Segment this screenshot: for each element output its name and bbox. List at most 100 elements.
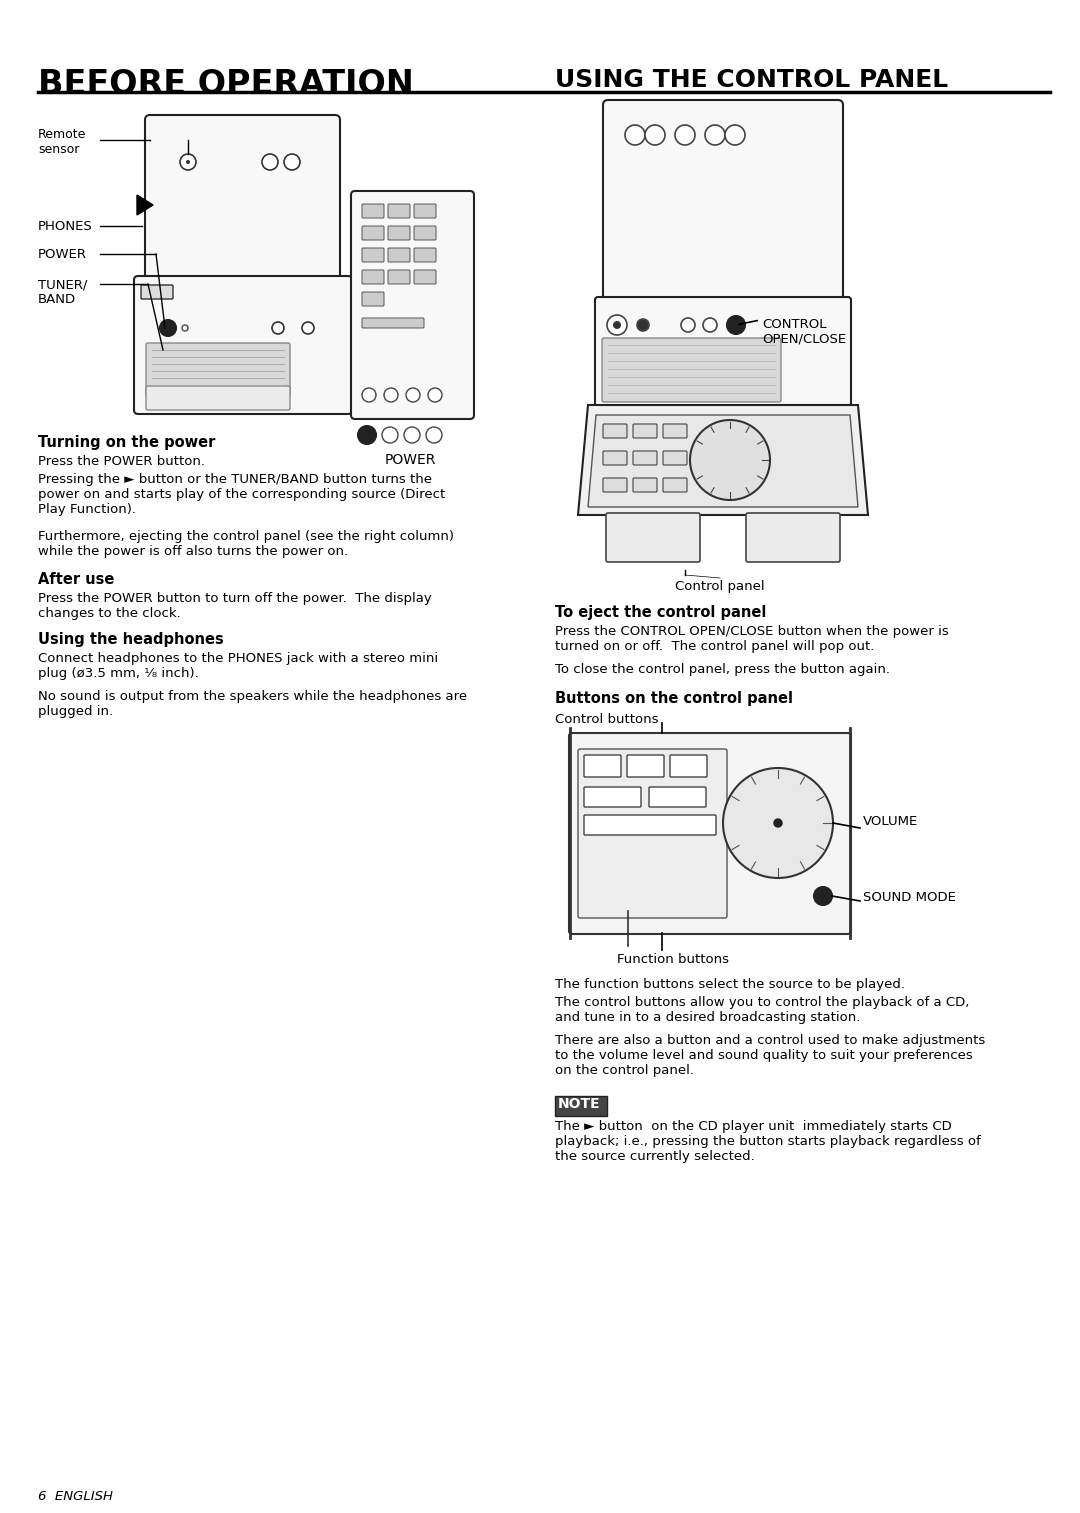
FancyBboxPatch shape xyxy=(134,275,352,415)
FancyBboxPatch shape xyxy=(670,755,707,778)
Circle shape xyxy=(428,387,442,402)
Polygon shape xyxy=(137,195,153,215)
FancyBboxPatch shape xyxy=(388,204,410,218)
FancyBboxPatch shape xyxy=(663,478,687,492)
Text: To eject the control panel: To eject the control panel xyxy=(555,605,767,620)
FancyBboxPatch shape xyxy=(606,513,700,561)
FancyBboxPatch shape xyxy=(362,248,384,262)
FancyBboxPatch shape xyxy=(388,269,410,284)
Text: The function buttons select the source to be played.: The function buttons select the source t… xyxy=(555,977,905,991)
FancyBboxPatch shape xyxy=(146,343,291,396)
Text: Turning on the power: Turning on the power xyxy=(38,436,215,449)
Circle shape xyxy=(675,126,696,145)
FancyBboxPatch shape xyxy=(569,732,851,934)
Circle shape xyxy=(362,387,376,402)
Text: VOLUME: VOLUME xyxy=(863,816,918,828)
FancyBboxPatch shape xyxy=(649,787,706,806)
Text: POWER: POWER xyxy=(38,248,87,262)
FancyBboxPatch shape xyxy=(362,225,384,241)
Circle shape xyxy=(613,321,621,328)
Circle shape xyxy=(625,126,645,145)
FancyBboxPatch shape xyxy=(578,749,727,918)
Text: CONTROL
OPEN/CLOSE: CONTROL OPEN/CLOSE xyxy=(762,318,846,346)
Circle shape xyxy=(404,427,420,443)
Circle shape xyxy=(160,321,176,336)
FancyBboxPatch shape xyxy=(414,248,436,262)
FancyBboxPatch shape xyxy=(746,513,840,561)
FancyBboxPatch shape xyxy=(627,755,664,778)
Circle shape xyxy=(690,421,770,499)
Circle shape xyxy=(180,154,195,169)
Circle shape xyxy=(186,160,190,163)
FancyBboxPatch shape xyxy=(362,318,424,328)
Text: Press the POWER button.: Press the POWER button. xyxy=(38,455,205,468)
Bar xyxy=(555,1095,607,1117)
Text: The ► button  on the CD player unit  immediately starts CD
playback; i.e., press: The ► button on the CD player unit immed… xyxy=(555,1120,981,1163)
Text: Press the CONTROL OPEN/CLOSE button when the power is
turned on or off.  The con: Press the CONTROL OPEN/CLOSE button when… xyxy=(555,625,948,654)
Text: There are also a button and a control used to make adjustments
to the volume lev: There are also a button and a control us… xyxy=(555,1033,985,1077)
Circle shape xyxy=(183,325,188,331)
Circle shape xyxy=(814,887,832,905)
Text: BEFORE OPERATION: BEFORE OPERATION xyxy=(38,68,414,101)
Circle shape xyxy=(384,387,399,402)
Text: Press the POWER button to turn off the power.  The display
changes to the clock.: Press the POWER button to turn off the p… xyxy=(38,592,432,620)
Text: Connect headphones to the PHONES jack with a stereo mini
plug (ø3.5 mm, ¹⁄₈ inch: Connect headphones to the PHONES jack wi… xyxy=(38,652,438,679)
Text: Using the headphones: Using the headphones xyxy=(38,632,224,648)
Text: Furthermore, ejecting the control panel (see the right column)
while the power i: Furthermore, ejecting the control panel … xyxy=(38,530,454,558)
FancyBboxPatch shape xyxy=(663,424,687,437)
Circle shape xyxy=(637,319,649,331)
Circle shape xyxy=(382,427,399,443)
FancyBboxPatch shape xyxy=(603,100,843,306)
Circle shape xyxy=(406,387,420,402)
Circle shape xyxy=(727,316,745,334)
FancyBboxPatch shape xyxy=(584,787,642,806)
FancyBboxPatch shape xyxy=(141,284,173,300)
Circle shape xyxy=(645,126,665,145)
Circle shape xyxy=(607,315,627,334)
Text: Function buttons: Function buttons xyxy=(617,953,729,965)
Circle shape xyxy=(284,154,300,169)
Circle shape xyxy=(426,427,442,443)
Text: To close the control panel, press the button again.: To close the control panel, press the bu… xyxy=(555,663,890,676)
FancyBboxPatch shape xyxy=(351,191,474,419)
FancyBboxPatch shape xyxy=(633,478,657,492)
Text: Remote
sensor: Remote sensor xyxy=(38,129,86,156)
FancyBboxPatch shape xyxy=(603,424,627,437)
Text: Pressing the ► button or the TUNER/BAND button turns the
power on and starts pla: Pressing the ► button or the TUNER/BAND … xyxy=(38,474,445,516)
Text: USING THE CONTROL PANEL: USING THE CONTROL PANEL xyxy=(555,68,948,92)
FancyBboxPatch shape xyxy=(633,451,657,464)
Circle shape xyxy=(681,318,696,331)
Text: The control buttons allow you to control the playback of a CD,
and tune in to a : The control buttons allow you to control… xyxy=(555,996,970,1024)
Circle shape xyxy=(723,769,833,878)
FancyBboxPatch shape xyxy=(414,225,436,241)
FancyBboxPatch shape xyxy=(663,451,687,464)
Text: 6  ENGLISH: 6 ENGLISH xyxy=(38,1490,113,1502)
FancyBboxPatch shape xyxy=(362,292,384,306)
FancyBboxPatch shape xyxy=(584,816,716,835)
Text: PHONES: PHONES xyxy=(38,219,93,233)
Polygon shape xyxy=(578,405,868,514)
Text: No sound is output from the speakers while the headphones are
plugged in.: No sound is output from the speakers whi… xyxy=(38,690,468,719)
Circle shape xyxy=(302,322,314,334)
Text: Buttons on the control panel: Buttons on the control panel xyxy=(555,691,793,707)
Circle shape xyxy=(725,126,745,145)
FancyBboxPatch shape xyxy=(633,424,657,437)
FancyBboxPatch shape xyxy=(388,225,410,241)
Polygon shape xyxy=(588,415,858,507)
Bar xyxy=(555,1095,607,1117)
FancyBboxPatch shape xyxy=(584,755,621,778)
FancyBboxPatch shape xyxy=(414,204,436,218)
Circle shape xyxy=(262,154,278,169)
FancyBboxPatch shape xyxy=(146,386,291,410)
FancyBboxPatch shape xyxy=(603,478,627,492)
FancyBboxPatch shape xyxy=(414,269,436,284)
Text: NOTE: NOTE xyxy=(558,1097,600,1111)
Circle shape xyxy=(272,322,284,334)
Text: After use: After use xyxy=(38,572,114,587)
FancyBboxPatch shape xyxy=(602,337,781,402)
Circle shape xyxy=(703,318,717,331)
FancyBboxPatch shape xyxy=(388,248,410,262)
FancyBboxPatch shape xyxy=(145,115,340,284)
Text: Control panel: Control panel xyxy=(675,579,765,593)
FancyBboxPatch shape xyxy=(603,451,627,464)
